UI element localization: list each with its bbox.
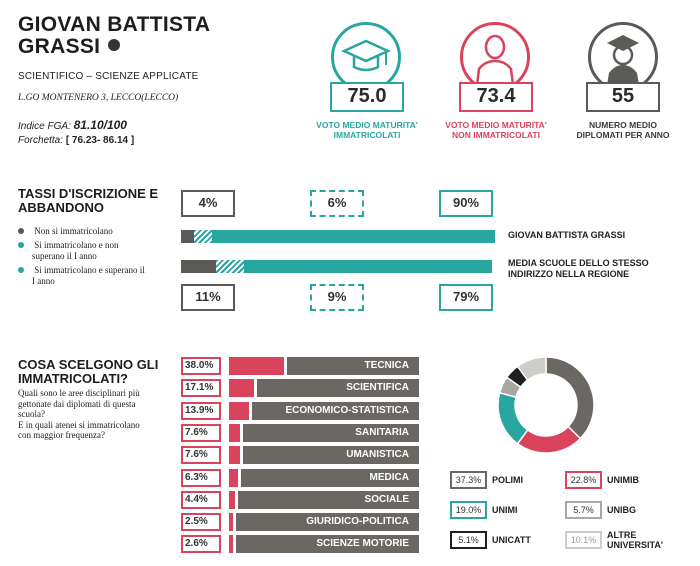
school-name-line2: GRASSI — [18, 35, 101, 58]
legend-dot-grey — [18, 228, 24, 234]
area-bar — [229, 513, 233, 532]
stat-label-non-immatricolati: VOTO MEDIO MATURITA' NON IMMATRICOLATI — [445, 120, 547, 140]
area-pct: 7.6% — [181, 446, 221, 465]
area-label: SOCIALE — [238, 490, 419, 509]
area-row: 2.6% SCIENZE MOTORIE — [181, 535, 419, 554]
area-bar — [229, 446, 241, 465]
region-bar-label: MEDIA SCUOLE DELLO STESSO INDIRIZZO NELL… — [508, 258, 649, 279]
region-stacked-bar — [181, 260, 495, 273]
area-bar — [229, 468, 239, 487]
area-label: SCIENZE MOTORIE — [235, 535, 419, 554]
area-row: 17.1% SCIENTIFICA — [181, 379, 419, 398]
uni-pct-unicatt: 5.1% — [450, 531, 487, 549]
tassi-title: TASSI D'ISCRIZIONE E ABBANDONO — [18, 186, 159, 215]
school-bar-grey — [181, 230, 194, 243]
area-label: UMANISTICA — [243, 446, 419, 465]
region-pct-superano: 79% — [439, 284, 493, 311]
school-title: GIOVAN BATTISTA GRASSI — [18, 14, 210, 58]
stat-numero-diplomati: 55 — [586, 82, 660, 112]
stat-voto-immatricolati: 75.0 — [330, 82, 404, 112]
uni-label-unimib: UNIMIB — [607, 475, 639, 485]
area-pct: 17.1% — [181, 379, 221, 398]
area-bar — [229, 423, 241, 442]
region-pct-non-immatricolano: 11% — [181, 284, 235, 311]
fga-index: Indice FGA: 81.10/100 — [18, 118, 127, 132]
forchetta: Forchetta: [ 76.23- 86.14 ] — [18, 135, 135, 146]
uni-pct-unimib: 22.8% — [565, 471, 602, 489]
legend-non-immatricolano: Non si immatricolano — [18, 226, 113, 237]
area-bar — [229, 535, 233, 554]
area-label: ECONOMICO-STATISTICA — [252, 401, 419, 420]
region-bar-grey — [181, 260, 216, 273]
area-row: 4.4% SOCIALE — [181, 490, 419, 509]
legend-non-superano: Si immatricolano e non superano il I ann… — [18, 240, 148, 262]
stat-label-immatricolati: VOTO MEDIO MATURITA' IMMATRICOLATI — [316, 120, 418, 140]
school-bar-label: GIOVAN BATTISTA GRASSI — [508, 230, 626, 240]
area-pct: 2.5% — [181, 513, 221, 532]
school-pct-superano: 90% — [439, 190, 493, 217]
university-donut-chart — [497, 356, 595, 454]
area-label: MEDICA — [241, 468, 419, 487]
area-bar — [229, 379, 254, 398]
region-pct-non-superano: 9% — [310, 284, 364, 311]
scelte-description: Quali sono le aree disciplinari più gett… — [18, 388, 140, 440]
area-label: TECNICA — [287, 357, 419, 375]
school-bar-teal — [212, 230, 495, 243]
area-pct: 6.3% — [181, 468, 221, 487]
area-pct: 13.9% — [181, 401, 221, 420]
uni-pct-polimi: 37.3% — [450, 471, 487, 489]
area-bar — [229, 490, 236, 509]
stat-label-diplomati: NUMERO MEDIO DIPLOMATI PER ANNO — [576, 120, 670, 140]
stat-voto-non-immatricolati: 73.4 — [459, 82, 533, 112]
donut-slice-polimi — [545, 356, 595, 440]
area-pct: 2.6% — [181, 535, 221, 554]
area-bar — [229, 401, 250, 420]
area-row: 7.6% UMANISTICA — [181, 446, 419, 465]
area-row: 6.3% MEDICA — [181, 468, 419, 487]
donut-slice-altre-universita- — [516, 356, 547, 382]
uni-label-unimi: UNIMI — [492, 505, 518, 515]
uni-label-unicatt: UNICATT — [492, 535, 531, 545]
area-pct: 38.0% — [181, 357, 221, 375]
uni-label-altre: ALTRE UNIVERSITA' — [607, 530, 663, 550]
area-pct: 7.6% — [181, 423, 221, 442]
school-name-line1: GIOVAN BATTISTA — [18, 13, 211, 36]
school-stacked-bar — [181, 230, 495, 243]
area-label: SANITARIA — [243, 423, 419, 442]
uni-pct-altre: 10.1% — [565, 531, 602, 549]
area-label: GIURIDICO-POLITICA — [235, 513, 419, 532]
region-bar-hatched — [215, 260, 244, 273]
region-bar-teal — [243, 260, 492, 273]
school-address: L.GO MONTENERO 3, LECCO(LECCO) — [18, 93, 179, 103]
uni-label-unibg: UNIBG — [607, 505, 636, 515]
area-label: SCIENTIFICA — [256, 379, 419, 398]
uni-pct-unibg: 5.7% — [565, 501, 602, 519]
legend-dot-teal-hatched — [18, 242, 24, 248]
area-row: 13.9% ECONOMICO-STATISTICA — [181, 401, 419, 420]
uni-pct-unimi: 19.0% — [450, 501, 487, 519]
school-type: SCIENTIFICO – SCIENZE APPLICATE — [18, 71, 199, 82]
area-bar — [229, 357, 285, 375]
scelte-title: COSA SCELGONO GLI IMMATRICOLATI? — [18, 357, 159, 386]
area-row: 38.0% TECNICA — [181, 357, 419, 375]
globe-icon[interactable] — [108, 39, 121, 52]
donut-slice-unimi — [497, 391, 529, 445]
legend-superano: Si immatricolano e superano il I anno — [18, 265, 148, 287]
area-pct: 4.4% — [181, 490, 221, 509]
school-pct-non-superano: 6% — [310, 190, 364, 217]
uni-label-polimi: POLIMI — [492, 475, 523, 485]
legend-dot-teal — [18, 267, 24, 273]
area-row: 2.5% GIURIDICO-POLITICA — [181, 513, 419, 532]
area-row: 7.6% SANITARIA — [181, 423, 419, 442]
school-bar-hatched — [193, 230, 213, 243]
school-pct-non-immatricolano: 4% — [181, 190, 235, 217]
